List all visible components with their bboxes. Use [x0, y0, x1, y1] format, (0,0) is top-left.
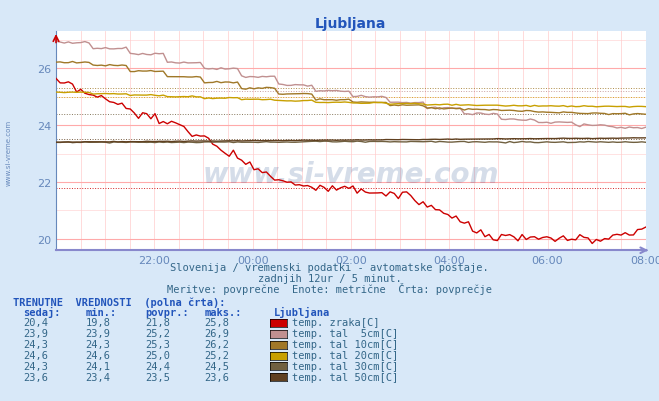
Text: zadnjih 12ur / 5 minut.: zadnjih 12ur / 5 minut.: [258, 273, 401, 284]
Text: 23,6: 23,6: [204, 372, 229, 382]
Text: temp. tal 50cm[C]: temp. tal 50cm[C]: [292, 372, 398, 382]
Text: min.:: min.:: [86, 308, 117, 318]
Text: TRENUTNE  VREDNOSTI  (polna črta):: TRENUTNE VREDNOSTI (polna črta):: [13, 296, 225, 307]
Text: povpr.:: povpr.:: [145, 308, 188, 318]
Text: 23,9: 23,9: [86, 328, 111, 338]
Text: Slovenija / vremenski podatki - avtomatske postaje.: Slovenija / vremenski podatki - avtomats…: [170, 263, 489, 273]
Text: 25,2: 25,2: [145, 328, 170, 338]
Text: 25,2: 25,2: [204, 350, 229, 360]
Text: temp. tal 20cm[C]: temp. tal 20cm[C]: [292, 350, 398, 360]
Text: www.si-vreme.com: www.si-vreme.com: [203, 160, 499, 188]
Text: 24,5: 24,5: [204, 361, 229, 371]
Text: 23,4: 23,4: [86, 372, 111, 382]
Text: Meritve: povprečne  Enote: metrične  Črta: povprečje: Meritve: povprečne Enote: metrične Črta:…: [167, 282, 492, 294]
Text: 26,2: 26,2: [204, 339, 229, 349]
Text: 24,3: 24,3: [23, 361, 48, 371]
Text: 24,3: 24,3: [23, 339, 48, 349]
Text: sedaj:: sedaj:: [23, 307, 61, 318]
Text: 23,9: 23,9: [23, 328, 48, 338]
Text: temp. tal 30cm[C]: temp. tal 30cm[C]: [292, 361, 398, 371]
Text: 21,8: 21,8: [145, 318, 170, 328]
Text: 24,1: 24,1: [86, 361, 111, 371]
Text: 26,9: 26,9: [204, 328, 229, 338]
Text: temp. tal 10cm[C]: temp. tal 10cm[C]: [292, 339, 398, 349]
Text: 24,6: 24,6: [86, 350, 111, 360]
Text: 20,4: 20,4: [23, 318, 48, 328]
Text: Ljubljana: Ljubljana: [273, 307, 330, 318]
Title: Ljubljana: Ljubljana: [315, 17, 387, 31]
Text: 25,3: 25,3: [145, 339, 170, 349]
Text: www.si-vreme.com: www.si-vreme.com: [5, 119, 11, 185]
Text: 23,5: 23,5: [145, 372, 170, 382]
Text: 24,4: 24,4: [145, 361, 170, 371]
Text: temp. zraka[C]: temp. zraka[C]: [292, 318, 380, 328]
Text: 19,8: 19,8: [86, 318, 111, 328]
Text: temp. tal  5cm[C]: temp. tal 5cm[C]: [292, 328, 398, 338]
Text: 24,3: 24,3: [86, 339, 111, 349]
Text: maks.:: maks.:: [204, 308, 242, 318]
Text: 25,0: 25,0: [145, 350, 170, 360]
Text: 25,8: 25,8: [204, 318, 229, 328]
Text: 23,6: 23,6: [23, 372, 48, 382]
Text: 24,6: 24,6: [23, 350, 48, 360]
